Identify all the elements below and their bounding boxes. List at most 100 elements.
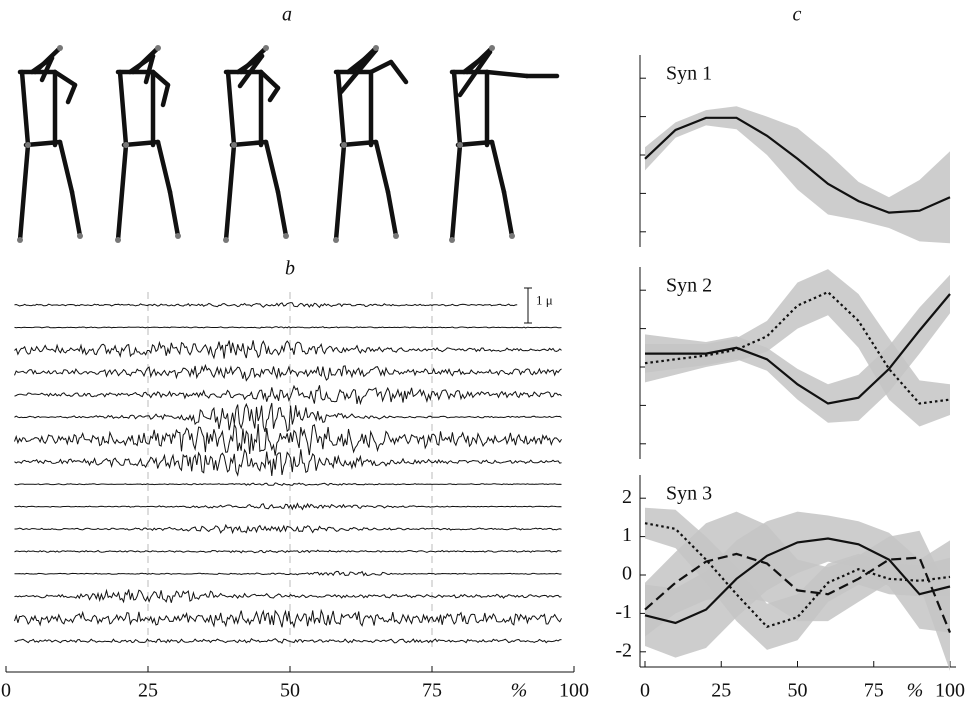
joint: [115, 237, 121, 243]
emg-trace: [15, 550, 562, 553]
stick-figures: [17, 45, 557, 243]
joint: [231, 142, 237, 148]
x-axis-label: %: [907, 680, 924, 702]
emg-trace: [15, 504, 562, 510]
panel-title: Syn 1: [666, 63, 712, 85]
limb: [261, 72, 278, 88]
limb: [55, 72, 75, 85]
limb: [20, 145, 28, 240]
panel-label: c: [793, 4, 802, 26]
joint: [489, 45, 495, 51]
limb: [492, 142, 504, 192]
limb: [278, 192, 286, 236]
y-tick-label: 2: [622, 486, 632, 508]
emg-trace: [15, 610, 562, 627]
limb: [72, 192, 80, 236]
limb: [376, 142, 388, 192]
emg-trace: [15, 525, 562, 533]
limb: [22, 72, 28, 145]
joint: [373, 45, 379, 51]
limb: [266, 142, 278, 192]
sd-band: [645, 106, 950, 243]
x-tick-label: 25: [711, 680, 731, 702]
x-tick-label: 100: [935, 680, 965, 702]
panel-label: b: [285, 258, 295, 280]
x-tick-label: 0: [1, 680, 11, 702]
emg-trace: [15, 483, 562, 486]
stick-figure: [115, 45, 181, 243]
emg-trace: [15, 639, 562, 643]
x-tick-label: 25: [138, 680, 158, 702]
x-tick-label: 75: [864, 680, 884, 702]
limb: [454, 72, 460, 145]
limb: [342, 142, 376, 145]
y-tick-label: 0: [622, 563, 632, 585]
limb: [170, 192, 178, 236]
limb: [158, 142, 170, 192]
limb: [371, 62, 391, 72]
x-tick-label: 50: [788, 680, 808, 702]
limb: [391, 62, 406, 82]
x-axis-label: %: [511, 680, 528, 702]
limb: [336, 145, 344, 240]
limb: [388, 192, 396, 236]
joint: [175, 233, 181, 239]
joint: [17, 237, 23, 243]
emg-trace: [15, 385, 562, 404]
y-tick-label: -2: [615, 639, 632, 661]
figure: a b c 0 25 50 75 100% 1 μ Syn 1 Syn 2 -2 -1 0 1 2 0 25…: [0, 0, 973, 709]
joint: [155, 45, 161, 51]
joint: [341, 142, 347, 148]
limb: [118, 145, 126, 240]
joint: [509, 233, 515, 239]
limb: [60, 142, 72, 192]
x-tick-label: 50: [280, 680, 300, 702]
joint: [393, 233, 399, 239]
limb: [338, 72, 344, 145]
joint: [457, 142, 463, 148]
emg-trace: [15, 571, 562, 575]
emg-trace: [15, 365, 562, 380]
joint: [123, 142, 129, 148]
stick-figure: [223, 45, 289, 243]
x-tick-label: 100: [559, 680, 589, 702]
panel-label: a: [282, 4, 292, 26]
emg-trace: [15, 403, 562, 432]
stick-figure: [333, 45, 406, 243]
limb: [504, 192, 512, 236]
stick-figure: [449, 45, 557, 243]
limb: [458, 142, 492, 145]
emg-trace: [15, 590, 562, 603]
joint: [333, 237, 339, 243]
limb: [232, 142, 266, 145]
joint: [25, 142, 31, 148]
emg-trace: [15, 327, 562, 328]
limb: [124, 142, 158, 145]
limb: [487, 72, 527, 76]
joint: [263, 45, 269, 51]
emg-trace: [15, 303, 518, 308]
joint: [57, 45, 63, 51]
limb: [163, 85, 168, 105]
limb: [120, 72, 126, 145]
scale-bar-label: 1 μ: [536, 292, 553, 307]
y-tick-label: -1: [615, 601, 632, 623]
emg-trace: [15, 340, 562, 358]
limb: [228, 72, 234, 145]
panel-title: Syn 2: [666, 275, 712, 297]
y-tick-label: 1: [622, 524, 632, 546]
joint: [223, 237, 229, 243]
panel-title: Syn 3: [666, 483, 712, 505]
limb: [226, 145, 234, 240]
x-tick-label: 75: [422, 680, 442, 702]
x-tick-label: 0: [640, 680, 650, 702]
emg-trace: [15, 449, 562, 476]
emg-trace: [15, 424, 562, 456]
stick-figure: [17, 45, 83, 243]
limb: [452, 145, 460, 240]
joint: [77, 233, 83, 239]
limb: [26, 142, 60, 145]
joint: [283, 233, 289, 239]
limb: [68, 85, 75, 102]
limb: [270, 88, 278, 100]
